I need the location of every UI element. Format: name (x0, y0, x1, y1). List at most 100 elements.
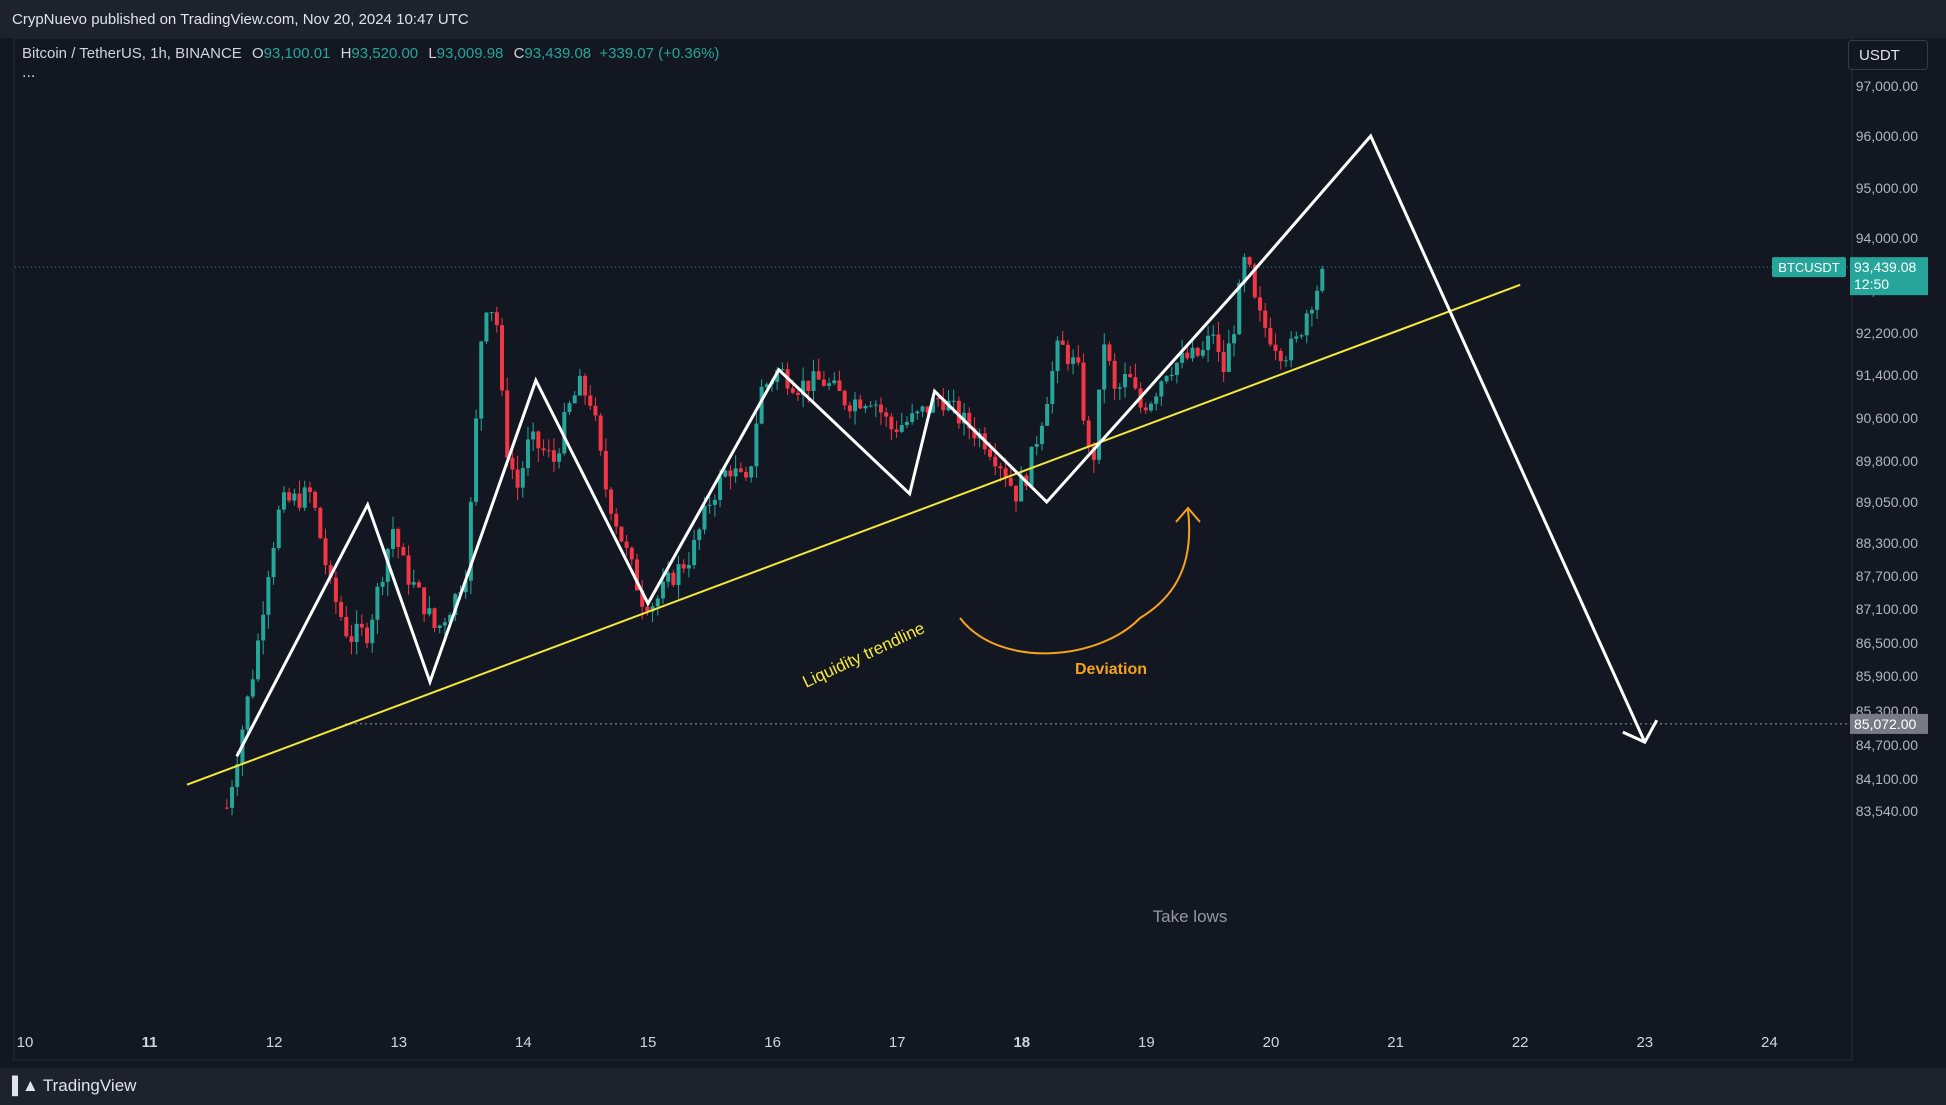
countdown-value: 12:50 (1854, 276, 1889, 292)
deviation-label: Deviation (1075, 661, 1147, 678)
candle-body (1268, 327, 1273, 345)
candle-body (1112, 360, 1117, 389)
candle-body (1117, 387, 1122, 389)
candle-body (1164, 376, 1169, 382)
candle-body (370, 619, 375, 644)
candle-body (567, 403, 572, 413)
candle-body (1060, 340, 1065, 345)
candle-body (489, 312, 494, 314)
candle-body (598, 415, 603, 451)
high-key: H (340, 45, 352, 62)
candle-body (572, 395, 577, 404)
candle-body (801, 380, 806, 395)
time-tick-label: 22 (1512, 1034, 1529, 1051)
candle-body (832, 380, 837, 384)
candle-body (1081, 362, 1086, 421)
time-tick-label: 21 (1387, 1034, 1404, 1051)
candle-body (806, 380, 811, 391)
candle-body (1200, 350, 1205, 356)
time-tick-label: 14 (515, 1034, 532, 1051)
candle-body (624, 541, 629, 548)
price-tick-label: 89,050.00 (1856, 494, 1918, 510)
candle-body (510, 457, 515, 470)
candle-body (660, 581, 665, 599)
candle-body (437, 625, 442, 629)
candle-body (1154, 396, 1159, 404)
candle-body (411, 582, 416, 585)
candle-body (702, 505, 707, 530)
candle-body (1148, 403, 1153, 411)
candle-body (422, 587, 427, 615)
candle-body (328, 565, 333, 578)
candle-body (821, 379, 826, 386)
candle-body (1221, 351, 1226, 373)
candle-body (889, 416, 894, 430)
candle-body (551, 450, 556, 462)
candle-body (936, 398, 941, 400)
candle-body (577, 375, 582, 396)
candle-body (354, 623, 359, 643)
candle-body (925, 406, 930, 413)
price-tick-label: 92,200.00 (1856, 325, 1918, 341)
candle-body (546, 450, 551, 452)
candle-body (250, 679, 255, 697)
currency-button[interactable]: USDT (1848, 40, 1928, 70)
open-key: O (252, 45, 264, 62)
candle-body (1097, 389, 1102, 460)
price-tick-label: 88,300.00 (1856, 535, 1918, 551)
candle-body (967, 412, 972, 429)
candle-body (1232, 334, 1237, 344)
candle-body (941, 398, 946, 411)
symbol-name[interactable]: Bitcoin / TetherUS, 1h, BINANCE (22, 45, 242, 62)
time-axis[interactable]: 10 11 12 13 14 15 16 17 18 19 20 21 22 23 24 (17, 1034, 1778, 1051)
close-key: C (513, 45, 525, 62)
candle-body (1278, 350, 1283, 362)
candle-body (401, 547, 406, 556)
candle-body (349, 636, 354, 643)
candle-body (1029, 446, 1034, 486)
candle-body (728, 470, 733, 477)
candle-body (795, 392, 800, 395)
candle-body (1299, 335, 1304, 337)
tradingview-logo-icon: ▌▲ (12, 1076, 39, 1095)
candle-body (557, 453, 562, 462)
candle-body (1055, 340, 1060, 371)
candle-body (1128, 374, 1133, 378)
grid (15, 266, 1851, 725)
candle-body (271, 547, 276, 578)
candle-body (775, 370, 780, 382)
legend-more-button[interactable]: ... (22, 64, 36, 81)
candle-body (230, 786, 235, 808)
candle-body (453, 594, 458, 616)
candle-body (681, 564, 686, 569)
candle-body (276, 509, 281, 548)
candle-body (588, 395, 593, 406)
candle-body (1206, 335, 1211, 351)
candle-body (640, 590, 645, 607)
candle-body (1294, 336, 1299, 339)
projection-path (235, 133, 1647, 758)
price-tick-label: 87,700.00 (1856, 568, 1918, 584)
candle-body (1076, 357, 1081, 363)
candle-body (266, 577, 271, 615)
candle-body (1283, 360, 1288, 362)
publisher-text: CrypNuevo published on TradingView.com, … (12, 11, 469, 28)
brand[interactable]: ▌▲ TradingView (12, 1076, 136, 1096)
price-tick-label: 96,000.00 (1856, 128, 1918, 144)
candle-body (468, 501, 473, 581)
candle-body (1039, 425, 1044, 445)
time-tick-label: 13 (390, 1034, 407, 1051)
time-tick-label: 11 (142, 1034, 158, 1051)
candle-body (292, 493, 297, 501)
candle-body (1159, 381, 1164, 397)
candle-body (224, 807, 229, 809)
price-axis[interactable]: 97,000.0096,000.0095,000.0094,000.0093,0… (1772, 78, 1928, 819)
candle-body (915, 411, 920, 414)
candle-body (500, 325, 505, 391)
candle-body (1263, 310, 1268, 328)
candle-body (816, 371, 821, 380)
candle-body (307, 487, 312, 493)
price-tick-label: 86,500.00 (1856, 635, 1918, 651)
candle-body (318, 507, 323, 539)
